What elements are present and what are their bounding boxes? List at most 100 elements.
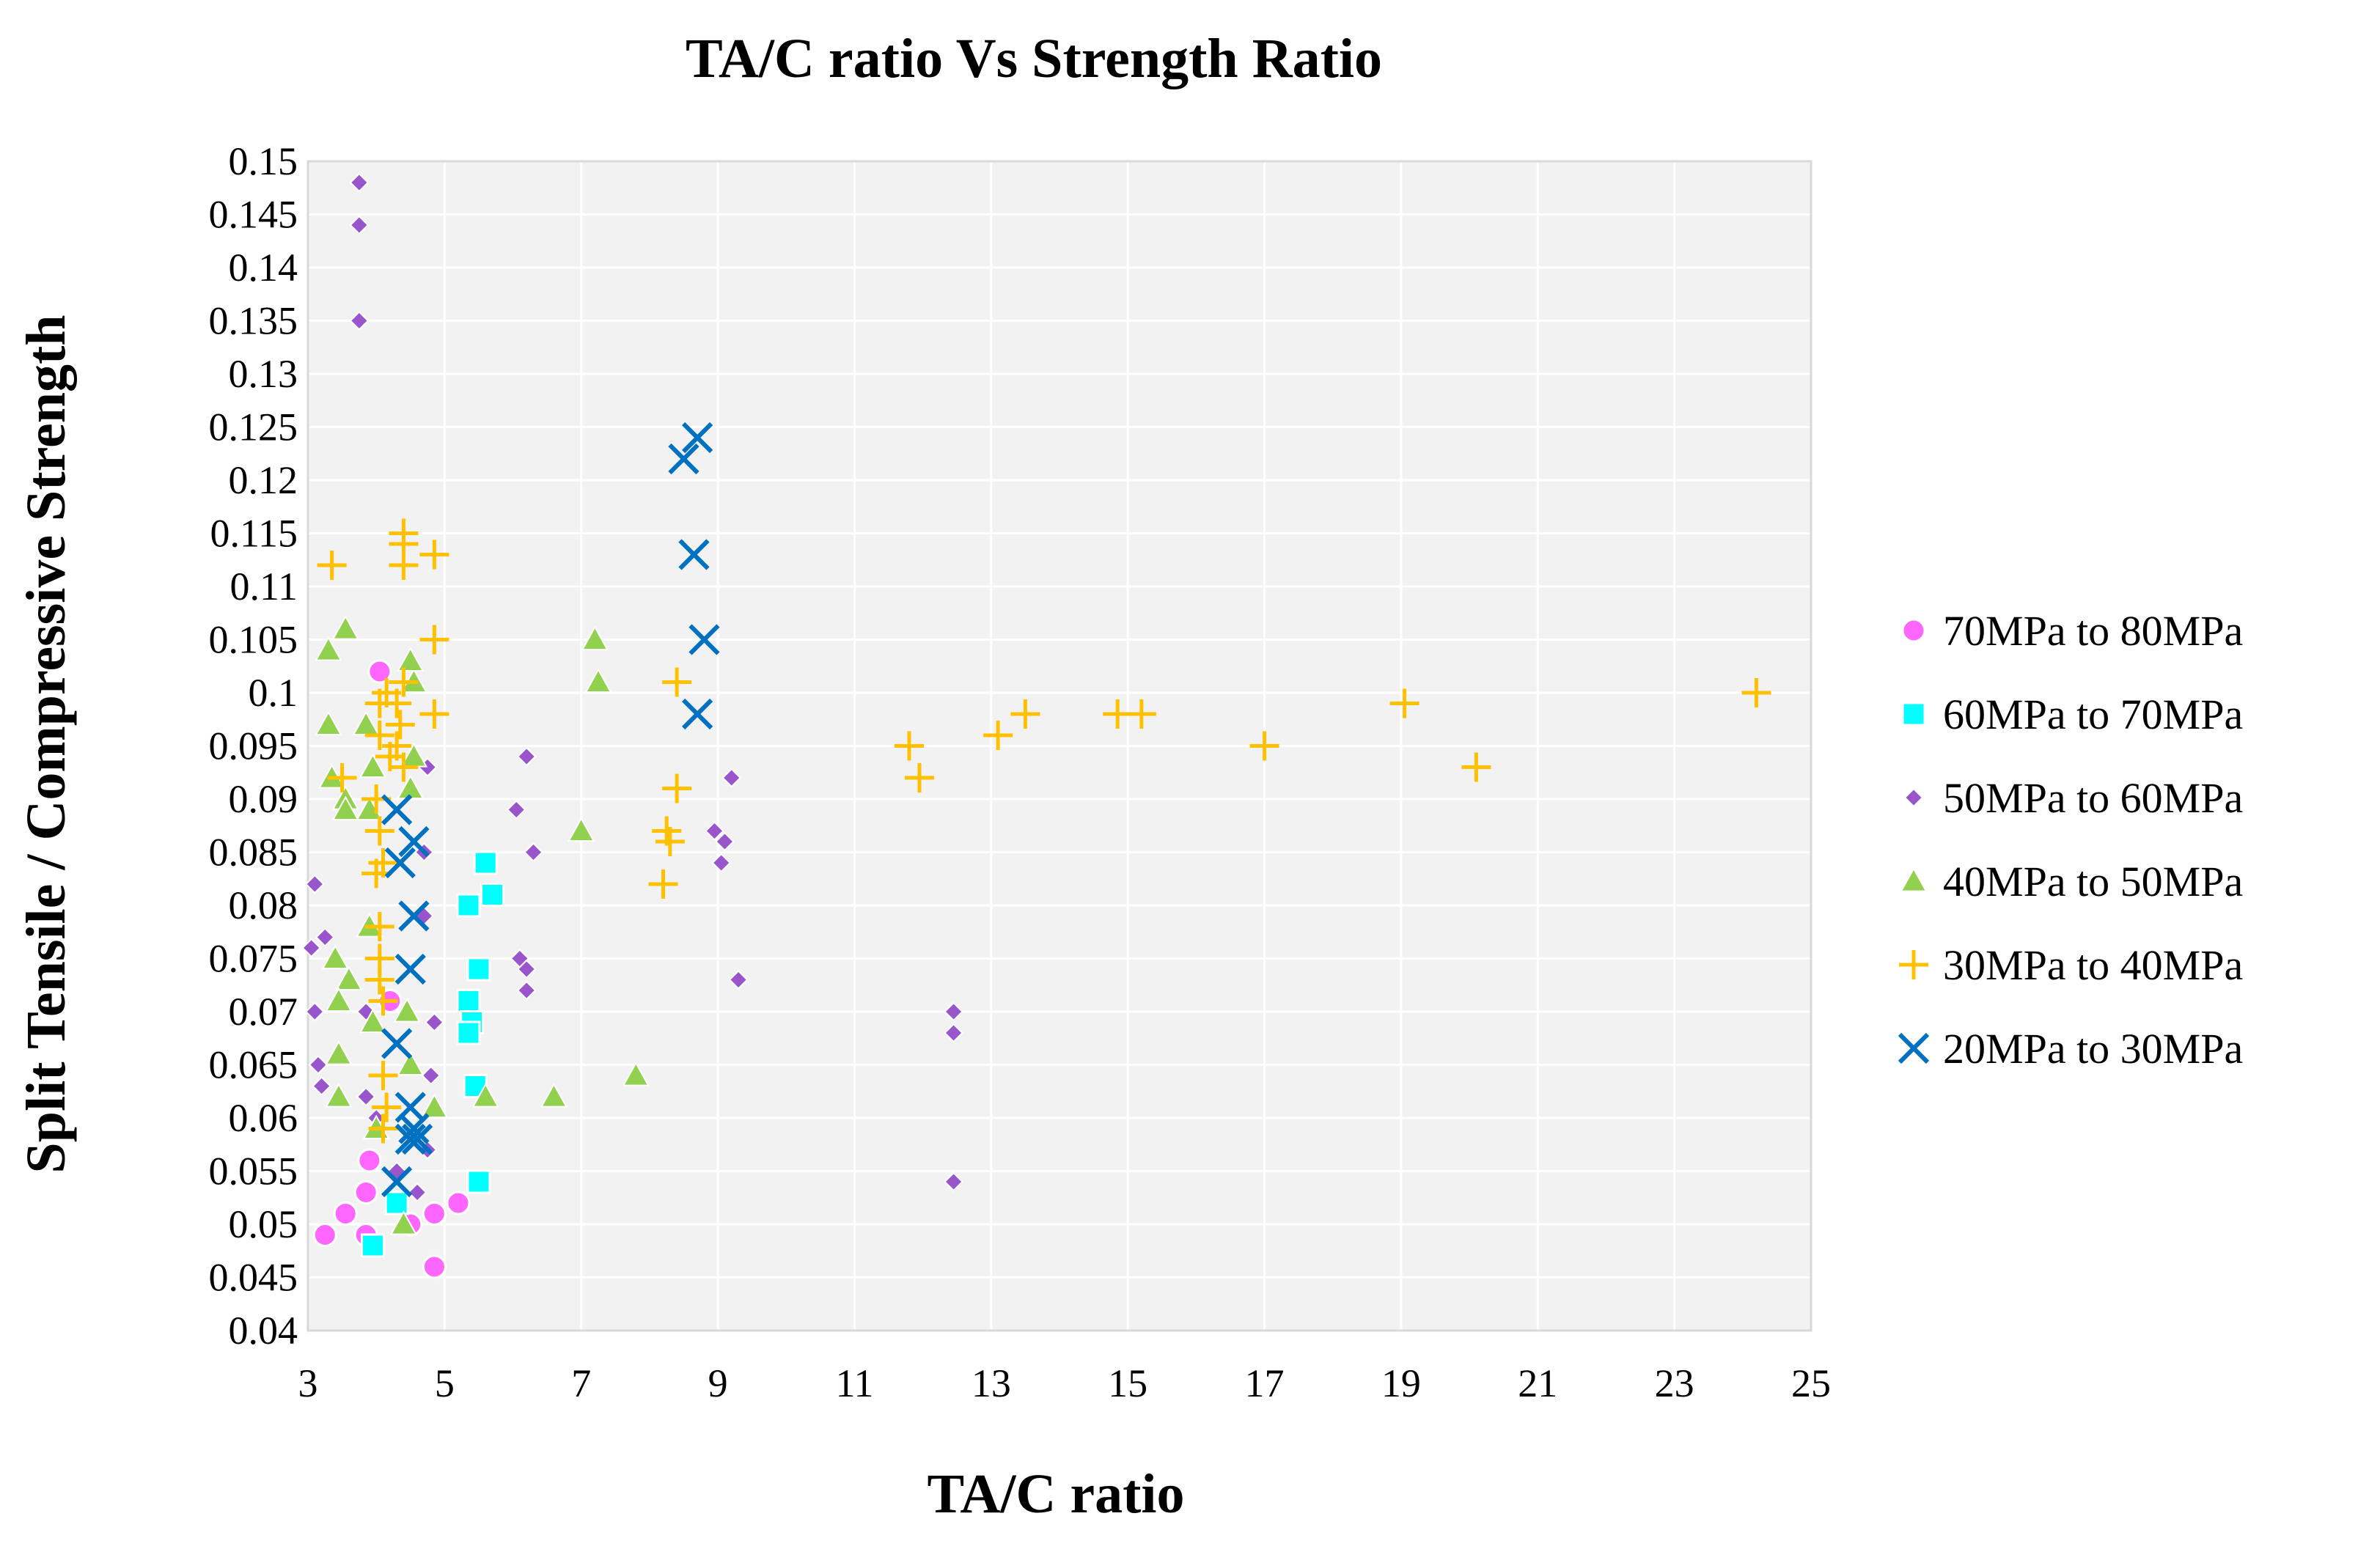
y-tick-label: 0.12 — [229, 458, 298, 502]
legend-item: 40MPa to 50MPa — [1900, 858, 2243, 905]
x-tick-label: 23 — [1655, 1361, 1694, 1405]
data-point — [385, 710, 415, 740]
data-point — [424, 1012, 444, 1032]
data-point — [944, 1023, 963, 1043]
data-point — [325, 987, 353, 1012]
data-point — [331, 614, 359, 640]
data-point — [301, 938, 322, 958]
data-point — [353, 1180, 378, 1204]
x-tick-label: 15 — [1108, 1361, 1147, 1405]
data-point — [321, 944, 349, 970]
data-point — [398, 900, 430, 932]
y-tick-label: 0.06 — [229, 1096, 298, 1140]
data-point — [308, 1055, 328, 1075]
series-plus — [317, 518, 1771, 1144]
x-tick-label: 13 — [972, 1361, 1011, 1405]
data-point — [368, 1114, 398, 1144]
legend-item: 30MPa to 40MPa — [1899, 941, 2243, 989]
data-point — [688, 624, 720, 655]
data-point — [304, 874, 325, 894]
x-tick-label: 19 — [1381, 1361, 1421, 1405]
y-tick-label: 0.115 — [210, 512, 298, 556]
x-tick-label: 21 — [1518, 1361, 1557, 1405]
data-point — [356, 1086, 376, 1107]
data-point — [895, 731, 924, 761]
legend-label: 40MPa to 50MPa — [1943, 858, 2243, 905]
data-point — [407, 1182, 427, 1202]
data-point — [584, 668, 612, 693]
x-tick-label: 17 — [1245, 1361, 1285, 1405]
data-point — [581, 625, 609, 651]
data-point — [705, 821, 724, 841]
data-point — [422, 1202, 447, 1226]
legend-label: 20MPa to 30MPa — [1943, 1025, 2243, 1072]
data-point — [312, 1076, 332, 1096]
data-point — [364, 688, 394, 718]
data-point — [349, 311, 370, 331]
data-point — [422, 1254, 447, 1279]
data-point — [349, 215, 370, 235]
data-point — [471, 1082, 499, 1108]
data-point — [398, 1113, 430, 1144]
legend-marker — [1900, 867, 1928, 892]
data-point — [325, 1082, 353, 1108]
data-point — [397, 1051, 425, 1076]
series-x — [381, 422, 720, 1198]
data-point — [682, 698, 713, 730]
data-point — [394, 1123, 426, 1155]
data-point — [317, 551, 347, 580]
y-tick-label: 0.095 — [209, 724, 298, 768]
data-point — [711, 853, 732, 873]
data-point — [389, 551, 419, 580]
legend-marker — [1903, 787, 1924, 808]
data-point — [381, 1166, 413, 1198]
data-point — [364, 721, 394, 750]
data-point — [331, 795, 359, 821]
data-point — [983, 721, 1013, 750]
data-point — [1249, 731, 1279, 761]
data-point — [721, 768, 742, 788]
data-point — [904, 763, 934, 792]
data-point — [678, 539, 710, 570]
data-point — [568, 817, 595, 842]
legend-marker — [1901, 618, 1926, 643]
data-point — [420, 1093, 449, 1119]
data-point — [384, 847, 416, 879]
legend-marker — [1898, 1032, 1930, 1064]
x-tick-label: 25 — [1791, 1361, 1831, 1405]
data-point — [327, 763, 357, 792]
data-point — [446, 1191, 471, 1215]
legend-label: 50MPa to 60MPa — [1943, 774, 2243, 822]
series-triangle — [315, 614, 650, 1235]
data-point — [368, 986, 398, 1016]
data-point — [516, 980, 537, 1001]
x-tick-label: 7 — [571, 1361, 591, 1405]
y-tick-label: 0.09 — [229, 777, 298, 821]
data-point — [1461, 752, 1491, 782]
legend-item: 20MPa to 30MPa — [1898, 1025, 2243, 1072]
data-series — [301, 172, 1771, 1279]
legend-label: 30MPa to 40MPa — [1943, 941, 2243, 989]
data-point — [421, 1065, 441, 1086]
legend-label: 60MPa to 70MPa — [1943, 691, 2243, 738]
data-point — [398, 825, 430, 858]
data-point — [393, 997, 421, 1023]
data-point — [419, 540, 449, 570]
data-point — [304, 1001, 325, 1022]
data-point — [622, 1061, 650, 1086]
y-tick-label: 0.04 — [229, 1309, 298, 1353]
data-point — [349, 172, 370, 193]
data-point — [473, 850, 498, 875]
grid-lines — [306, 160, 1812, 1332]
legend: 70MPa to 80MPa 60MPa to 70MPa 50MPa to 60M… — [1898, 607, 2243, 1072]
data-point — [325, 1040, 353, 1065]
data-point — [1741, 678, 1771, 707]
data-point — [480, 883, 505, 907]
data-point — [516, 959, 537, 979]
y-tick-label: 0.05 — [229, 1202, 298, 1246]
y-tick-label: 0.105 — [209, 618, 298, 662]
data-point — [357, 1148, 382, 1173]
data-point — [1389, 688, 1419, 718]
